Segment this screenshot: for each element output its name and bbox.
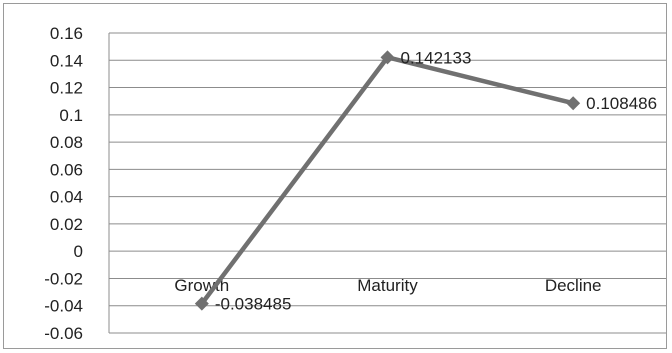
x-category-label: Growth [174,276,229,295]
x-axis-category-labels: Growth Maturity Decline [174,276,601,295]
line-chart: 0.16 0.14 0.12 0.1 0.08 0.06 0.04 0.02 0 -0.02 -0.… [44,24,666,343]
y-tick-label: 0.12 [50,79,83,98]
series-line [200,55,574,306]
x-category-label: Decline [545,276,602,295]
data-point-marker [194,296,209,311]
y-tick-label: 0.04 [50,188,83,207]
x-category-label: Maturity [357,276,418,295]
series-line [200,55,574,306]
y-tick-label: 0.1 [59,106,83,125]
data-point-marker [566,96,581,111]
data-value-label: 0.108486 [586,94,657,113]
data-point-marker [380,50,395,65]
data-value-label: 0.142133 [401,48,472,67]
y-tick-label: -0.02 [44,269,83,288]
y-tick-label: -0.04 [44,297,83,316]
series-markers [194,50,581,311]
y-tick-label: 0.06 [50,160,83,179]
y-tick-label: 0.02 [50,215,83,234]
data-labels: -0.038485 0.142133 0.108486 [215,48,657,313]
y-tick-label: 0.08 [50,133,83,152]
y-axis-tick-labels: 0.16 0.14 0.12 0.1 0.08 0.06 0.04 0.02 0 -0.02 -0.… [44,24,83,343]
y-tick-label: 0.14 [50,51,83,70]
y-tick-label: -0.06 [44,324,83,343]
chart-frame: 0.16 0.14 0.12 0.1 0.08 0.06 0.04 0.02 0 -0.02 -0.… [3,3,667,349]
data-value-label: -0.038485 [215,295,292,314]
y-tick-label: 0.16 [50,24,83,43]
y-tick-label: 0 [74,242,83,261]
